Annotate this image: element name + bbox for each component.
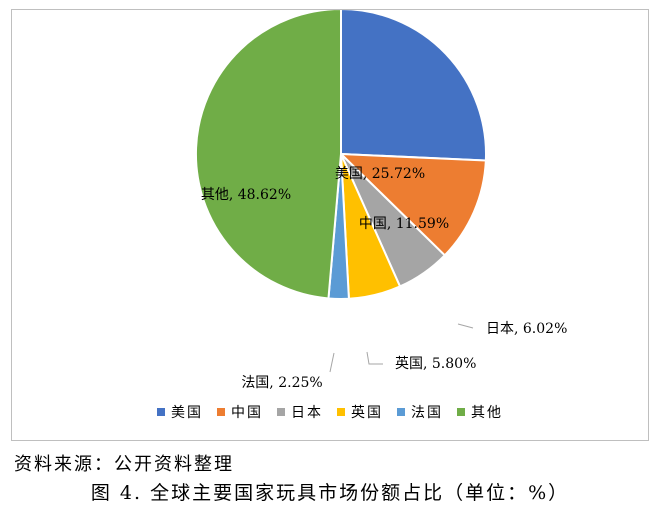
legend-label: 日本 (291, 405, 323, 421)
legend-item-6: 其他 (457, 402, 503, 422)
legend-swatch (457, 408, 465, 416)
chart-frame: 美国, 25.72% 中国, 11.59% 日本, 6.02% 英国, 5.80% 法国… (11, 9, 649, 441)
legend-swatch (157, 408, 165, 416)
data-label-4: 英国, 5.80% (395, 355, 476, 372)
data-label-3: 日本, 6.02% (486, 321, 567, 337)
leader-line-5 (329, 352, 335, 373)
data-label-2: 中国, 11.59% (359, 216, 449, 232)
legend-label: 英国 (351, 405, 383, 421)
chart-legend: 美国 中国 日本 英国 法国 其他 (12, 402, 648, 422)
legend-item-4: 英国 (337, 402, 383, 422)
legend-item-2: 中国 (217, 402, 263, 422)
figure-caption: 图 4. 全球主要国家玩具市场份额占比（单位：%） (90, 482, 570, 504)
source-note: 资料来源：公开资料整理 (14, 454, 234, 475)
leader-line-3 (457, 323, 474, 329)
legend-swatch (337, 408, 345, 416)
legend-item-5: 法国 (397, 402, 443, 422)
pie-slice-6 (194, 10, 342, 300)
legend-swatch (217, 408, 225, 416)
pie-chart: 美国, 25.72% 中国, 11.59% 日本, 6.02% 英国, 5.80% 法国… (194, 10, 567, 391)
legend-label: 美国 (171, 405, 203, 421)
legend-item-3: 日本 (277, 402, 323, 422)
leader-line-4 (366, 351, 383, 365)
legend-label: 中国 (231, 405, 263, 421)
legend-item-1: 美国 (157, 402, 203, 422)
legend-label: 其他 (471, 405, 503, 421)
data-label-6: 其他, 48.62% (201, 187, 291, 203)
legend-swatch (397, 408, 405, 416)
data-label-1: 美国, 25.72% (335, 166, 425, 182)
legend-swatch (277, 408, 285, 416)
pie-slice-1 (340, 10, 487, 162)
data-label-5: 法国, 2.25% (241, 375, 322, 391)
pie-slice-2 (338, 152, 487, 257)
legend-label: 法国 (411, 405, 443, 421)
